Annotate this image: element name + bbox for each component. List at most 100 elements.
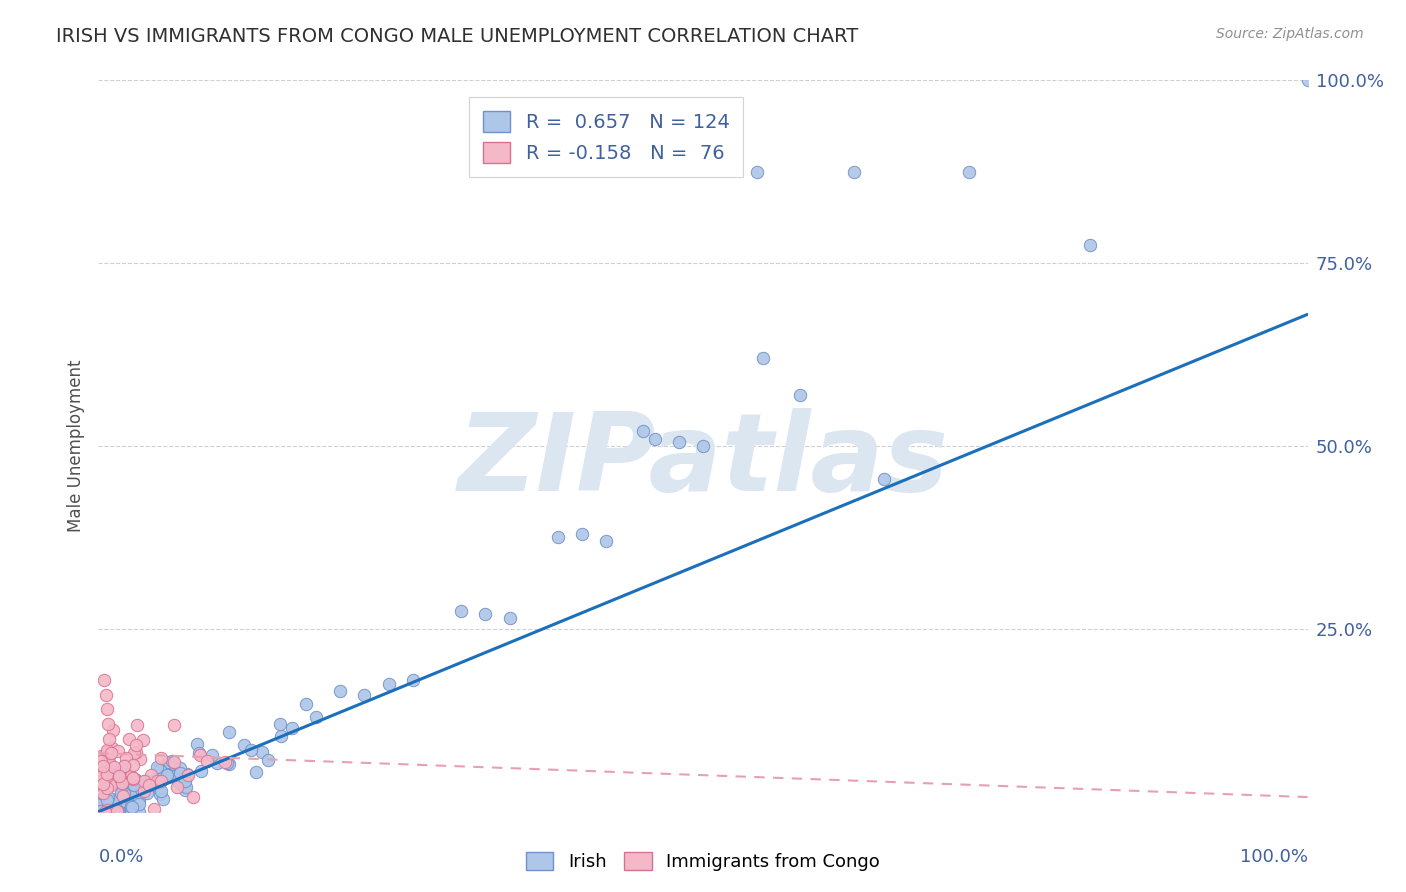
Point	[108, 765, 131, 780]
Point	[186, 737, 208, 751]
Point	[96, 761, 118, 775]
Point	[90, 804, 112, 818]
Point	[118, 793, 141, 807]
Point	[101, 772, 124, 787]
Point	[127, 718, 149, 732]
Point	[160, 755, 183, 769]
Point	[107, 805, 129, 819]
Point	[129, 774, 152, 789]
Point	[96, 768, 118, 782]
Point	[295, 697, 318, 711]
Point	[190, 764, 212, 778]
Point	[117, 773, 139, 788]
Point	[98, 731, 121, 746]
Point	[98, 756, 121, 771]
Point	[89, 751, 111, 765]
Point	[115, 770, 138, 784]
Point	[789, 388, 811, 402]
Point	[90, 775, 112, 789]
Point	[122, 778, 145, 792]
Point	[281, 721, 304, 735]
Point	[122, 793, 145, 807]
Point	[105, 792, 128, 806]
Point	[125, 778, 148, 792]
Point	[305, 709, 328, 723]
Text: 100.0%: 100.0%	[1240, 848, 1308, 866]
Point	[631, 425, 654, 439]
Point	[94, 772, 117, 787]
Point	[101, 741, 124, 756]
Point	[174, 774, 197, 789]
Point	[174, 780, 197, 795]
Point	[96, 803, 118, 817]
Text: IRISH VS IMMIGRANTS FROM CONGO MALE UNEMPLOYMENT CORRELATION CHART: IRISH VS IMMIGRANTS FROM CONGO MALE UNEM…	[56, 27, 859, 45]
Point	[149, 787, 172, 801]
Point	[110, 786, 132, 800]
Point	[89, 795, 111, 809]
Point	[132, 733, 155, 747]
Point	[156, 768, 179, 782]
Point	[105, 798, 128, 813]
Point	[112, 786, 135, 800]
Point	[111, 780, 134, 795]
Point	[117, 772, 139, 786]
Point	[148, 763, 170, 777]
Point	[169, 766, 191, 780]
Point	[128, 789, 150, 804]
Point	[115, 750, 138, 764]
Point	[547, 530, 569, 544]
Point	[128, 793, 150, 807]
Point	[89, 778, 111, 792]
Point	[89, 753, 111, 767]
Point	[112, 790, 135, 805]
Point	[152, 792, 174, 806]
Point	[181, 789, 204, 804]
Point	[111, 776, 134, 790]
Point	[176, 767, 198, 781]
Point	[218, 756, 240, 771]
Point	[107, 805, 129, 819]
Point	[96, 767, 118, 781]
Point	[752, 351, 775, 366]
Point	[571, 526, 593, 541]
Point	[120, 798, 142, 813]
Point	[122, 771, 145, 785]
Point	[96, 793, 118, 807]
Point	[104, 795, 127, 809]
Point	[125, 745, 148, 759]
Point	[201, 748, 224, 763]
Point	[121, 799, 143, 814]
Point	[108, 771, 131, 785]
Point	[121, 777, 143, 791]
Point	[101, 774, 124, 789]
Point	[96, 745, 118, 759]
Point	[122, 757, 145, 772]
Point	[205, 756, 228, 770]
Point	[120, 782, 142, 797]
Point	[97, 790, 120, 805]
Point	[214, 755, 236, 769]
Point	[256, 753, 278, 767]
Point	[145, 771, 167, 785]
Point	[93, 673, 115, 687]
Point	[844, 164, 866, 178]
Point	[124, 784, 146, 798]
Point	[117, 805, 139, 819]
Text: 0.0%: 0.0%	[98, 848, 143, 866]
Text: Source: ZipAtlas.com: Source: ZipAtlas.com	[1216, 27, 1364, 41]
Point	[157, 755, 180, 769]
Point	[96, 805, 118, 819]
Point	[160, 769, 183, 783]
Point	[89, 778, 111, 792]
Point	[107, 805, 129, 819]
Point	[96, 702, 118, 716]
Point	[270, 729, 292, 743]
Point	[644, 432, 666, 446]
Point	[138, 778, 160, 792]
Point	[98, 748, 121, 763]
Point	[377, 676, 399, 690]
Point	[692, 439, 714, 453]
Point	[402, 673, 425, 687]
Point	[245, 765, 267, 780]
Point	[122, 777, 145, 791]
